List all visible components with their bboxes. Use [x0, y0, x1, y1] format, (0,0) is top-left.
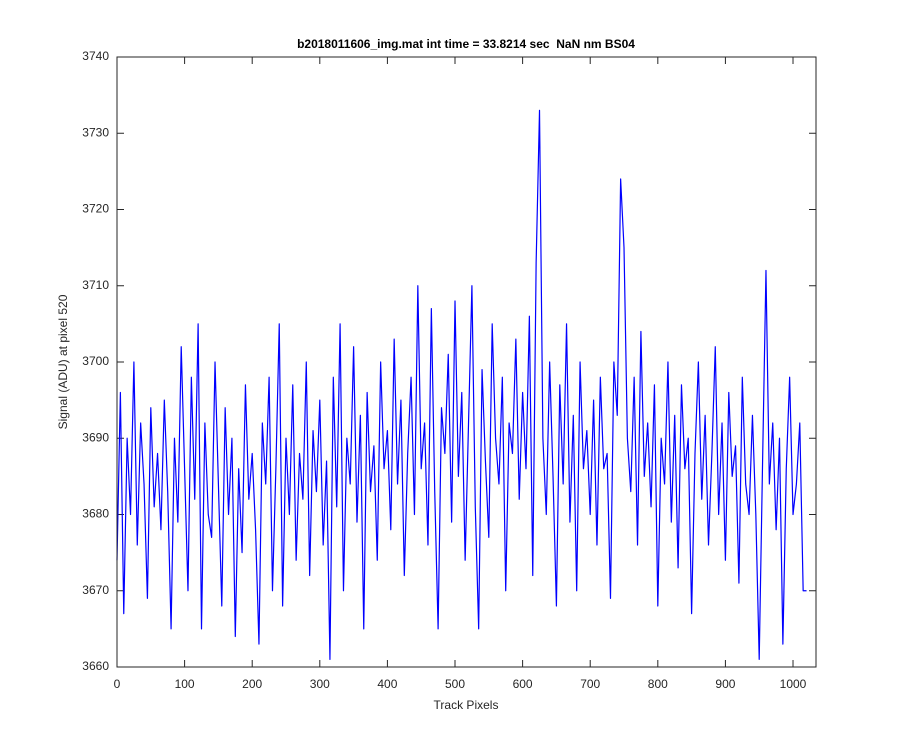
y-tick-label: 3660	[82, 659, 109, 673]
x-tick-label: 800	[648, 677, 668, 691]
y-tick-label: 3690	[82, 430, 109, 444]
y-tick-label: 3700	[82, 354, 109, 368]
chart-title: b2018011606_img.mat int time = 33.8214 s…	[297, 37, 635, 51]
y-tick-label: 3740	[82, 49, 109, 63]
y-tick-label: 3710	[82, 278, 109, 292]
x-tick-label: 900	[715, 677, 735, 691]
y-tick-label: 3670	[82, 583, 109, 597]
x-tick-label: 0	[114, 677, 121, 691]
x-tick-label: 1000	[780, 677, 807, 691]
x-axis-label: Track Pixels	[434, 698, 499, 712]
x-tick-label: 400	[377, 677, 397, 691]
y-tick-label: 3730	[82, 125, 109, 139]
x-tick-label: 700	[580, 677, 600, 691]
axes-box	[116, 56, 817, 668]
y-axis-label: Signal (ADU) at pixel 520	[56, 294, 70, 429]
data-line	[116, 109, 807, 660]
x-tick-label: 500	[445, 677, 465, 691]
x-tick-label: 200	[242, 677, 262, 691]
y-tick-label: 3720	[82, 202, 109, 216]
x-tick-label: 600	[513, 677, 533, 691]
x-tick-label: 100	[175, 677, 195, 691]
x-tick-label: 300	[310, 677, 330, 691]
y-tick-label: 3680	[82, 507, 109, 521]
